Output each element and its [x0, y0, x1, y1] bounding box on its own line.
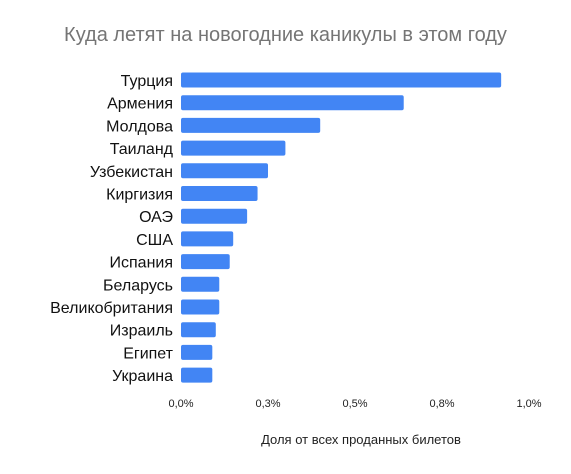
chart-title: Куда летят на новогодние каникулы в этом… — [64, 24, 507, 46]
x-tick-label: 0,5% — [342, 398, 367, 410]
bar — [181, 163, 268, 179]
bar — [181, 276, 220, 292]
x-tick-label: 1,0% — [516, 398, 541, 410]
x-axis-title: Доля от всех проданных билетов — [261, 432, 461, 447]
bar — [181, 186, 258, 201]
y-tick-label: Молдова — [106, 118, 173, 135]
bar — [181, 231, 234, 247]
y-tick-label: Испания — [110, 255, 174, 272]
bar — [181, 117, 321, 133]
x-tick-label: 0,0% — [168, 398, 193, 410]
bar — [181, 367, 213, 383]
y-tick-label: Украина — [112, 368, 173, 385]
y-tick-label: Киргизия — [106, 187, 173, 204]
bar — [181, 322, 216, 338]
bar — [181, 208, 248, 224]
y-tick-label: Армения — [107, 96, 173, 113]
y-tick-label: Египет — [123, 345, 173, 362]
bar — [181, 344, 213, 360]
bar — [181, 254, 230, 270]
x-tick-label: 0,8% — [429, 398, 454, 410]
y-tick-label: Узбекистан — [90, 164, 173, 181]
y-tick-label: Израиль — [110, 323, 173, 340]
y-tick-label: Таиланд — [110, 141, 174, 158]
y-tick-label: США — [136, 232, 173, 249]
y-tick-label: Беларусь — [103, 277, 173, 294]
bar — [181, 299, 220, 315]
y-tick-label: ОАЭ — [139, 209, 173, 226]
y-tick-label: Великобритания — [50, 300, 173, 317]
y-tick-label: Турция — [121, 73, 173, 90]
bar — [181, 140, 286, 156]
x-tick-label: 0,3% — [255, 398, 280, 410]
bar — [181, 72, 502, 88]
bar — [181, 95, 404, 111]
